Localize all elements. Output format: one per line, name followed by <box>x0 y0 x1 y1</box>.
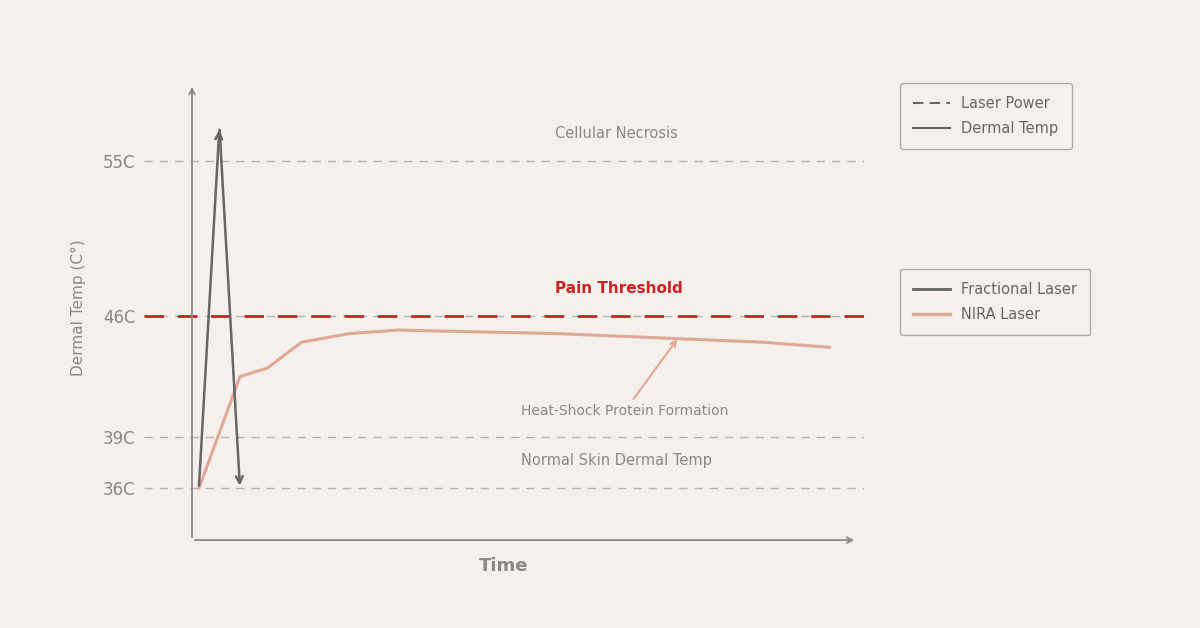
Legend: Fractional Laser, NIRA Laser: Fractional Laser, NIRA Laser <box>900 269 1091 335</box>
Text: Heat-Shock Protein Formation: Heat-Shock Protein Formation <box>521 341 728 418</box>
Text: Cellular Necrosis: Cellular Necrosis <box>556 126 678 141</box>
Y-axis label: Dermal Temp (C°): Dermal Temp (C°) <box>71 239 86 376</box>
Text: Pain Threshold: Pain Threshold <box>556 281 683 296</box>
Text: Normal Skin Dermal Temp: Normal Skin Dermal Temp <box>521 453 712 468</box>
X-axis label: Time: Time <box>479 557 529 575</box>
